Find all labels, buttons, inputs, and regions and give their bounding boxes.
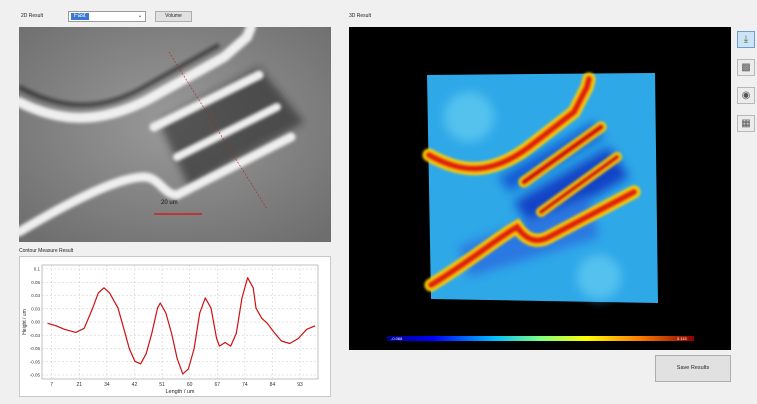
select-tool-button[interactable]: ⤓	[737, 31, 755, 48]
image-2d-canvas: 20 um	[19, 27, 331, 242]
y-tick-label: 0.1	[34, 267, 41, 272]
height-profile-line	[47, 277, 316, 375]
mode-dropdown[interactable]: Fast ⌄	[68, 11, 146, 22]
x-tick-label: 60	[187, 382, 193, 388]
contour-chart: 7 21 34 42 51 60 67 74 84 93 0.1 0.05 0.03 0.03 0.00 -0…	[22, 264, 319, 395]
grid-tool-button[interactable]: ▦	[737, 115, 755, 132]
result-3d-label: 3D Result	[349, 13, 371, 19]
save-results-button[interactable]: Save Results	[655, 355, 731, 382]
measure-line[interactable]	[168, 51, 268, 210]
contour-chart-panel: 7 21 34 42 51 60 67 74 84 93 0.1 0.05 0.03 0.03 0.00 -0…	[19, 256, 331, 397]
x-tick-label: 42	[132, 382, 138, 388]
volume-button[interactable]: Volume	[155, 11, 192, 22]
y-tick-label: 0.00	[31, 320, 40, 325]
x-tick-label: 21	[76, 382, 82, 388]
chevron-down-icon[interactable]: ⌄	[137, 13, 143, 19]
colorbar-min-label: -0.068	[391, 336, 403, 341]
y-tick-label: 0.03	[31, 293, 40, 298]
y-tick-label: -0.05	[30, 359, 41, 364]
colorbar	[387, 336, 694, 341]
result-2d-label: 2D Result	[21, 13, 43, 19]
x-tick-label: 74	[242, 382, 248, 388]
contour-title: Contour Measure Result	[19, 248, 74, 254]
grid-tool-icon: ▦	[741, 118, 751, 129]
colorbar-max-label: 0.115	[677, 336, 687, 341]
x-tick-label: 93	[297, 382, 303, 388]
y-tick-label: -0.05	[30, 373, 41, 378]
y-tick-label: 0.05	[31, 280, 40, 285]
heatmap-3d-canvas: -0.068 0.115	[387, 72, 694, 341]
y-axis-label: Height / um	[22, 309, 28, 335]
view-3d-panel[interactable]: -0.068 0.115	[349, 27, 731, 350]
scale-bar-label: 20 um	[161, 200, 178, 206]
camera-tool-button[interactable]: ◉	[737, 87, 755, 104]
x-tick-label: 84	[270, 382, 276, 388]
x-axis-label: Length / um	[165, 389, 194, 395]
select-tool-icon: ⤓	[743, 34, 749, 45]
image-tool-button[interactable]: ▩	[737, 59, 755, 76]
x-tick-label: 34	[104, 382, 110, 388]
x-tick-label: 7	[50, 382, 53, 388]
y-tick-label: 0.03	[31, 306, 40, 311]
y-tick-label: -0.03	[30, 333, 41, 338]
image-2d-view[interactable]: 20 um	[19, 27, 331, 242]
x-tick-label: 67	[214, 382, 220, 388]
image-tool-icon: ▩	[741, 62, 751, 73]
camera-tool-icon: ◉	[741, 90, 751, 101]
x-tick-label: 51	[159, 382, 165, 388]
y-tick-label: -0.05	[30, 346, 41, 351]
mode-dropdown-value: Fast	[71, 13, 89, 20]
